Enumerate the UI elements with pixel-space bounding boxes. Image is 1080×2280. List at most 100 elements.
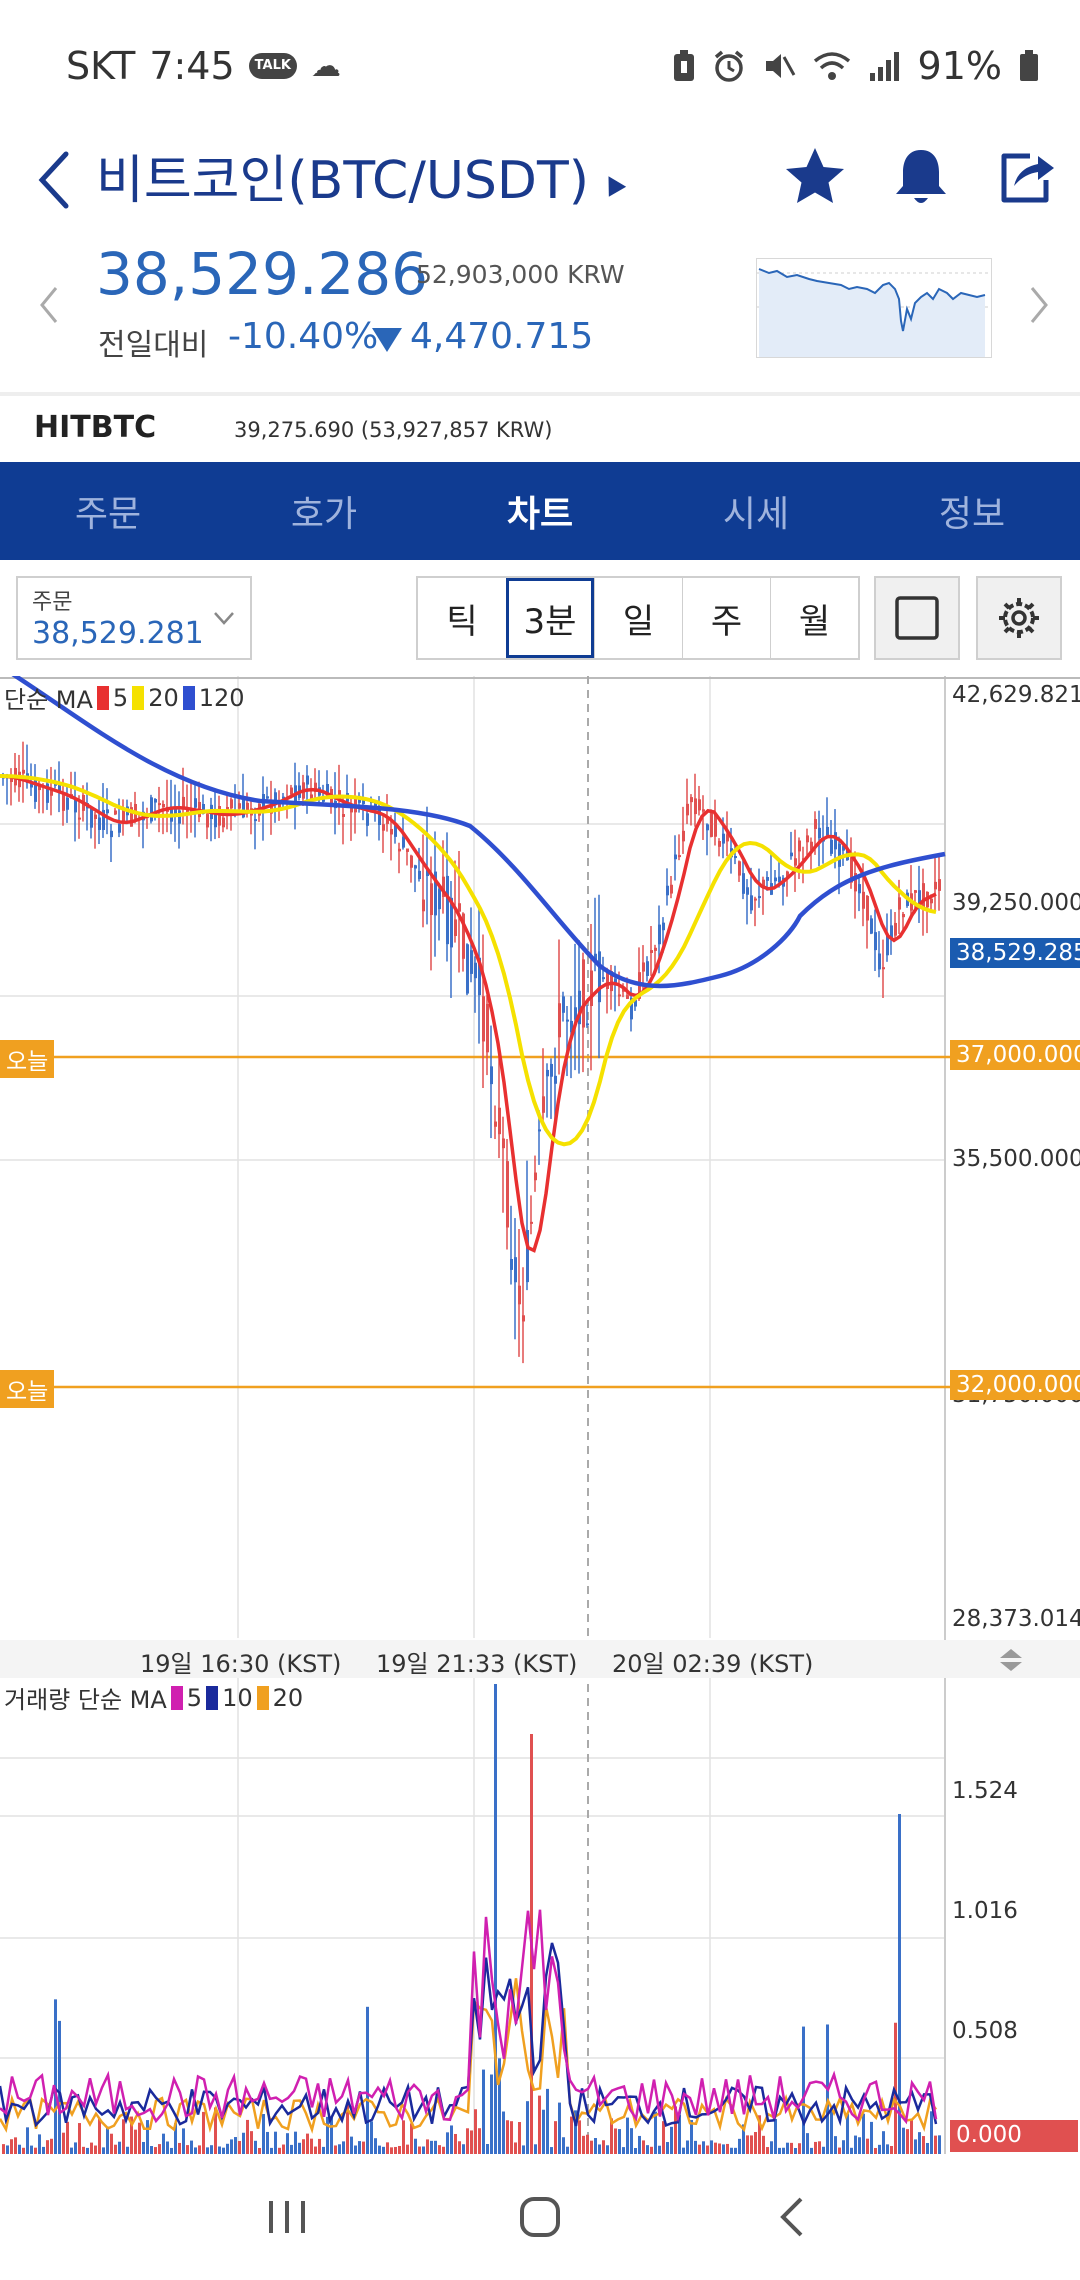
today-price-tag: 37,000.000 <box>950 1040 1080 1070</box>
home-button[interactable] <box>500 2187 580 2247</box>
volume-bar <box>170 2147 173 2154</box>
volume-bar <box>902 2127 905 2154</box>
volume-bar <box>774 2118 777 2154</box>
period-month[interactable]: 월 <box>770 578 858 658</box>
current-price-tag: 38,529.285 <box>950 938 1080 968</box>
share-icon[interactable] <box>992 142 1062 212</box>
candle-body <box>890 925 893 939</box>
candle-body <box>10 776 13 783</box>
tab-quotes[interactable]: 시세 <box>722 494 790 535</box>
volume-bar <box>326 2116 329 2154</box>
ma5-line <box>0 774 937 1253</box>
volume-bar <box>534 2144 537 2154</box>
volume-bar <box>874 2147 877 2154</box>
volume-bar <box>782 2147 785 2154</box>
next-coin-icon[interactable] <box>1024 280 1054 330</box>
back-nav-button[interactable] <box>753 2187 833 2247</box>
volume-bar <box>610 2118 613 2154</box>
candle-body <box>438 889 441 910</box>
gear-icon <box>999 598 1039 638</box>
period-selector: 틱 3분 일 주 월 <box>416 576 860 660</box>
volume-bar <box>718 2143 721 2154</box>
candle-body <box>810 841 813 850</box>
ma20-line <box>0 774 937 1147</box>
volume-bar <box>546 2088 549 2154</box>
volume-bar <box>910 2119 913 2154</box>
volume-bar <box>686 2140 689 2154</box>
recent-apps-button[interactable] <box>247 2187 327 2247</box>
ma120-swatch <box>182 685 195 710</box>
candle-body <box>774 877 777 882</box>
chart-canvas[interactable] <box>0 676 1080 2154</box>
ma5-swatch <box>96 685 109 710</box>
candle-body <box>338 790 341 796</box>
candle-body <box>542 1096 545 1113</box>
candle-body <box>410 855 413 868</box>
volume-bar <box>646 2145 649 2154</box>
settings-button[interactable] <box>976 576 1062 660</box>
candle-body <box>394 825 397 837</box>
back-icon[interactable] <box>30 140 80 220</box>
volume-bar <box>194 2147 197 2154</box>
candle-body <box>478 957 481 996</box>
volume-bar <box>878 2144 881 2154</box>
star-icon[interactable] <box>780 142 850 212</box>
volume-bar <box>178 2142 181 2154</box>
carrier-label: SKT <box>66 44 136 88</box>
volume-bar <box>422 2146 425 2154</box>
volume-bar <box>926 2142 929 2154</box>
volume-bar <box>930 2111 933 2154</box>
candle-body <box>626 995 629 999</box>
current-price: 38,529.286 <box>96 240 429 308</box>
candle-body <box>610 971 613 992</box>
prev-coin-icon[interactable] <box>34 280 64 330</box>
change-percent: -10.40% <box>228 316 379 357</box>
change-value: 4,470.715 <box>410 316 594 357</box>
candle-body <box>630 997 633 1020</box>
candle-body <box>466 944 469 994</box>
volume-bar <box>778 2147 781 2154</box>
volume-bar <box>806 2133 809 2154</box>
volume-bar <box>678 2115 681 2154</box>
bell-icon[interactable] <box>886 142 956 212</box>
tab-info[interactable]: 정보 <box>938 494 1006 535</box>
volume-bar <box>390 2147 393 2154</box>
candle-body <box>598 951 601 1003</box>
volume-bar <box>758 2115 761 2154</box>
order-value: 38,529.281 <box>32 616 204 651</box>
price-chart[interactable]: 단순 MA 5 20 120 42,629.821 39,250.000 38,… <box>0 676 1080 2154</box>
candle-body <box>366 813 369 826</box>
volume-bar <box>602 2140 605 2154</box>
volume-bar <box>438 2145 441 2154</box>
fullscreen-button[interactable] <box>874 576 960 660</box>
volume-bar <box>214 2107 217 2154</box>
volume-bar <box>14 2137 17 2154</box>
candle-body <box>390 828 393 835</box>
resize-handle-icon[interactable] <box>996 1646 1026 1674</box>
volume-bar <box>638 2135 641 2154</box>
period-week[interactable]: 주 <box>682 578 770 658</box>
volume-bar <box>674 2106 677 2154</box>
volume-bar <box>726 2143 729 2154</box>
tab-chart[interactable]: 차트 <box>506 494 574 535</box>
candle-body <box>58 781 61 793</box>
tab-order[interactable]: 주문 <box>74 494 142 535</box>
period-3min[interactable]: 3분 <box>506 578 594 658</box>
candle-body <box>482 996 485 1042</box>
chevron-down-icon <box>214 612 234 625</box>
candle-body <box>758 896 761 899</box>
tab-orderbook[interactable]: 호가 <box>290 494 358 535</box>
volume-bar <box>154 2147 157 2154</box>
period-day[interactable]: 일 <box>594 578 682 658</box>
volume-bar <box>842 2140 845 2154</box>
exchange-row[interactable]: HITBTC 39,275.690 (53,927,857 KRW) <box>0 396 1080 462</box>
volume-bar <box>150 2146 153 2154</box>
candle-body <box>154 798 157 803</box>
volume-bar <box>918 2132 921 2154</box>
coin-selector[interactable]: 비트코인(BTC/USDT) <box>96 138 627 213</box>
volume-bar <box>78 2123 81 2154</box>
volume-bar <box>882 2131 885 2154</box>
order-price-dropdown[interactable]: 주문 38,529.281 <box>16 576 252 660</box>
period-tick[interactable]: 틱 <box>418 578 506 658</box>
volume-bar <box>358 2141 361 2154</box>
